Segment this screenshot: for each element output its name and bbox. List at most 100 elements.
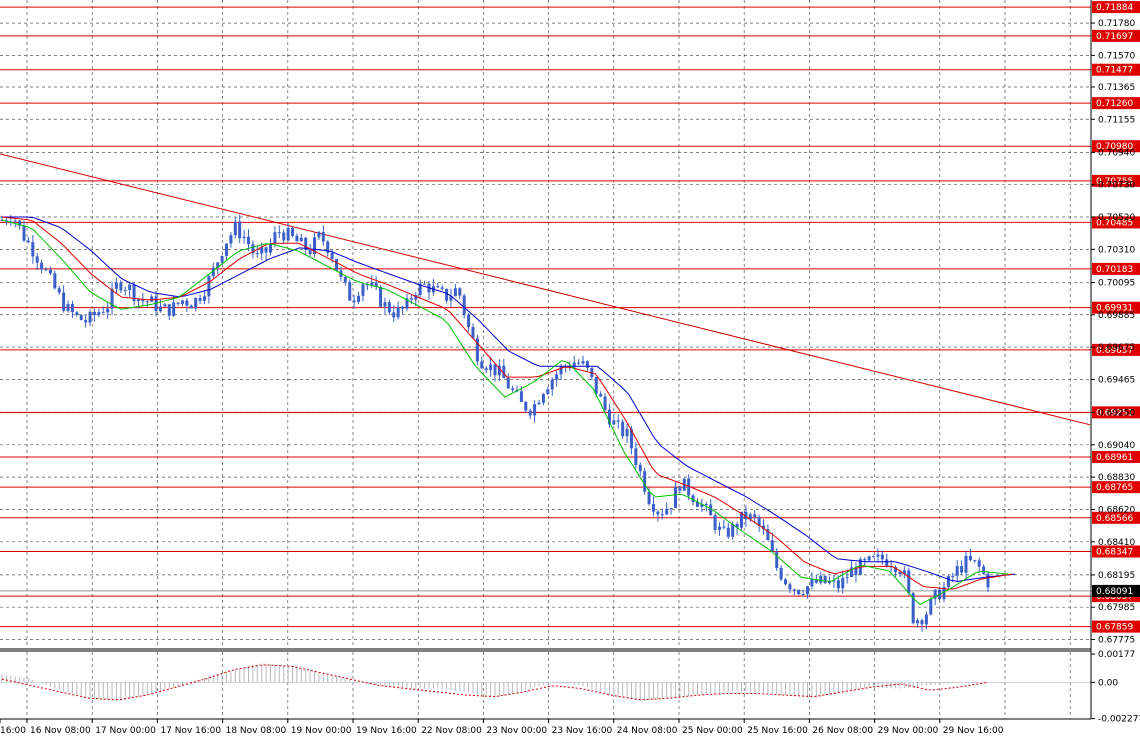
candle-body [304,237,308,250]
level-line[interactable]: 0.70980 [0,140,1140,153]
price-tick-label: 0.68410 [1098,538,1135,548]
level-price-label: 0.68057 [1096,592,1133,602]
candle-body [352,300,356,302]
level-price-tag [1092,174,1140,187]
candle-body [106,308,110,313]
level-line[interactable]: 0.71260 [0,97,1140,110]
candle-body [185,300,189,306]
candle-body [497,365,501,376]
candle-body [458,288,462,296]
level-line[interactable]: 0.69931 [0,301,1140,314]
price-tick-label: 0.69885 [1098,311,1135,321]
price-tick-label: 0.67985 [1098,603,1135,613]
level-line[interactable]: 0.71884 [0,1,1140,13]
level-line[interactable]: 0.69251 [0,406,1140,419]
candle-body [75,312,79,315]
candle-body [541,394,545,403]
candle-body [401,306,405,309]
candle-body [621,421,625,437]
level-price-label: 0.68765 [1096,483,1133,493]
level-line[interactable]: 0.68961 [0,450,1140,463]
candle-body [577,362,581,364]
candle-body [814,579,818,583]
horizontal-levels[interactable]: 0.71884 0.71697 0.71477 0.71260 0.70980 0.707… [0,1,1140,633]
candle-body [968,555,972,561]
level-price-tag [1092,29,1140,42]
level-line[interactable]: 0.69657 [0,343,1140,356]
level-line[interactable]: 0.68765 [0,481,1140,494]
candle-body [233,221,237,236]
candle-body [119,282,123,291]
candle-body [251,244,255,254]
time-tick-label: 22 Nov 08:00 [421,726,482,736]
price-tick-label: 0.71155 [1098,115,1135,125]
candle-body [198,298,202,301]
candle-body [960,566,964,573]
price-tick-label: 0.70730 [1098,181,1135,191]
level-line[interactable]: 0.67859 [0,620,1140,633]
trendline[interactable] [0,153,1091,426]
level-price-label: 0.71260 [1096,99,1133,109]
candle-body [31,242,35,257]
candle-body [594,377,598,394]
level-price-tag [1092,97,1140,110]
candle-body [973,560,977,562]
candle-body [691,495,695,502]
level-line[interactable]: 0.70485 [0,216,1140,229]
candle-body [634,448,638,465]
level-line[interactable]: 0.68347 [0,545,1140,558]
price-tick-label: 0.68830 [1098,473,1135,483]
time-tick-label: 17 Nov 16:00 [160,726,221,736]
candle-body [405,298,409,309]
candle-body [788,584,792,590]
candle-body [462,295,466,315]
candle-body [775,551,779,568]
candle-body [471,327,475,339]
candle-body [942,586,946,600]
candle-body [740,511,743,528]
level-price-label: 0.68961 [1096,453,1133,463]
candle-body [84,320,88,323]
candle-body [964,555,968,573]
candle-body [321,232,325,242]
candle-body [678,487,682,491]
candle-body [445,288,449,301]
price-tick-label: 0.70940 [1098,148,1135,158]
candle-body [599,393,603,397]
candle-body [603,396,607,410]
candle-body [924,614,928,625]
candle-body [150,296,154,302]
level-line[interactable]: 0.70183 [0,262,1140,275]
price-tick-label: 0.69250 [1098,409,1135,419]
current-price-label: 0.68091 [1096,587,1133,597]
time-tick-label: 25 Nov 00:00 [682,726,743,736]
candle-body [414,295,418,300]
level-line[interactable]: 0.68566 [0,511,1140,524]
candle-body [828,581,832,584]
candle-body [986,573,990,588]
level-line[interactable]: 0.71477 [0,63,1140,76]
candle-body [717,526,721,530]
time-tick-label: 26 Nov 08:00 [812,726,873,736]
candle-body [625,428,629,437]
candle-body [489,364,493,371]
level-price-label: 0.70183 [1096,265,1133,275]
candle-body [277,232,281,234]
candle-body [467,314,471,328]
candle-body [273,232,277,244]
trendline-group[interactable] [0,153,1091,426]
candle-body [744,511,748,520]
candle-body [792,589,796,591]
candle-body [559,366,563,375]
candle-body [797,589,801,595]
level-line[interactable]: 0.71697 [0,29,1140,42]
price-tick-label: 0.69040 [1098,441,1135,451]
candle-body [757,517,761,526]
candle-body [612,420,616,425]
osc-tick-label: 0.00177 [1098,650,1135,660]
candle-body [136,299,140,302]
time-tick-label: 19 Nov 00:00 [291,726,352,736]
grid [0,0,1090,719]
level-line[interactable]: 0.70755 [0,174,1140,187]
